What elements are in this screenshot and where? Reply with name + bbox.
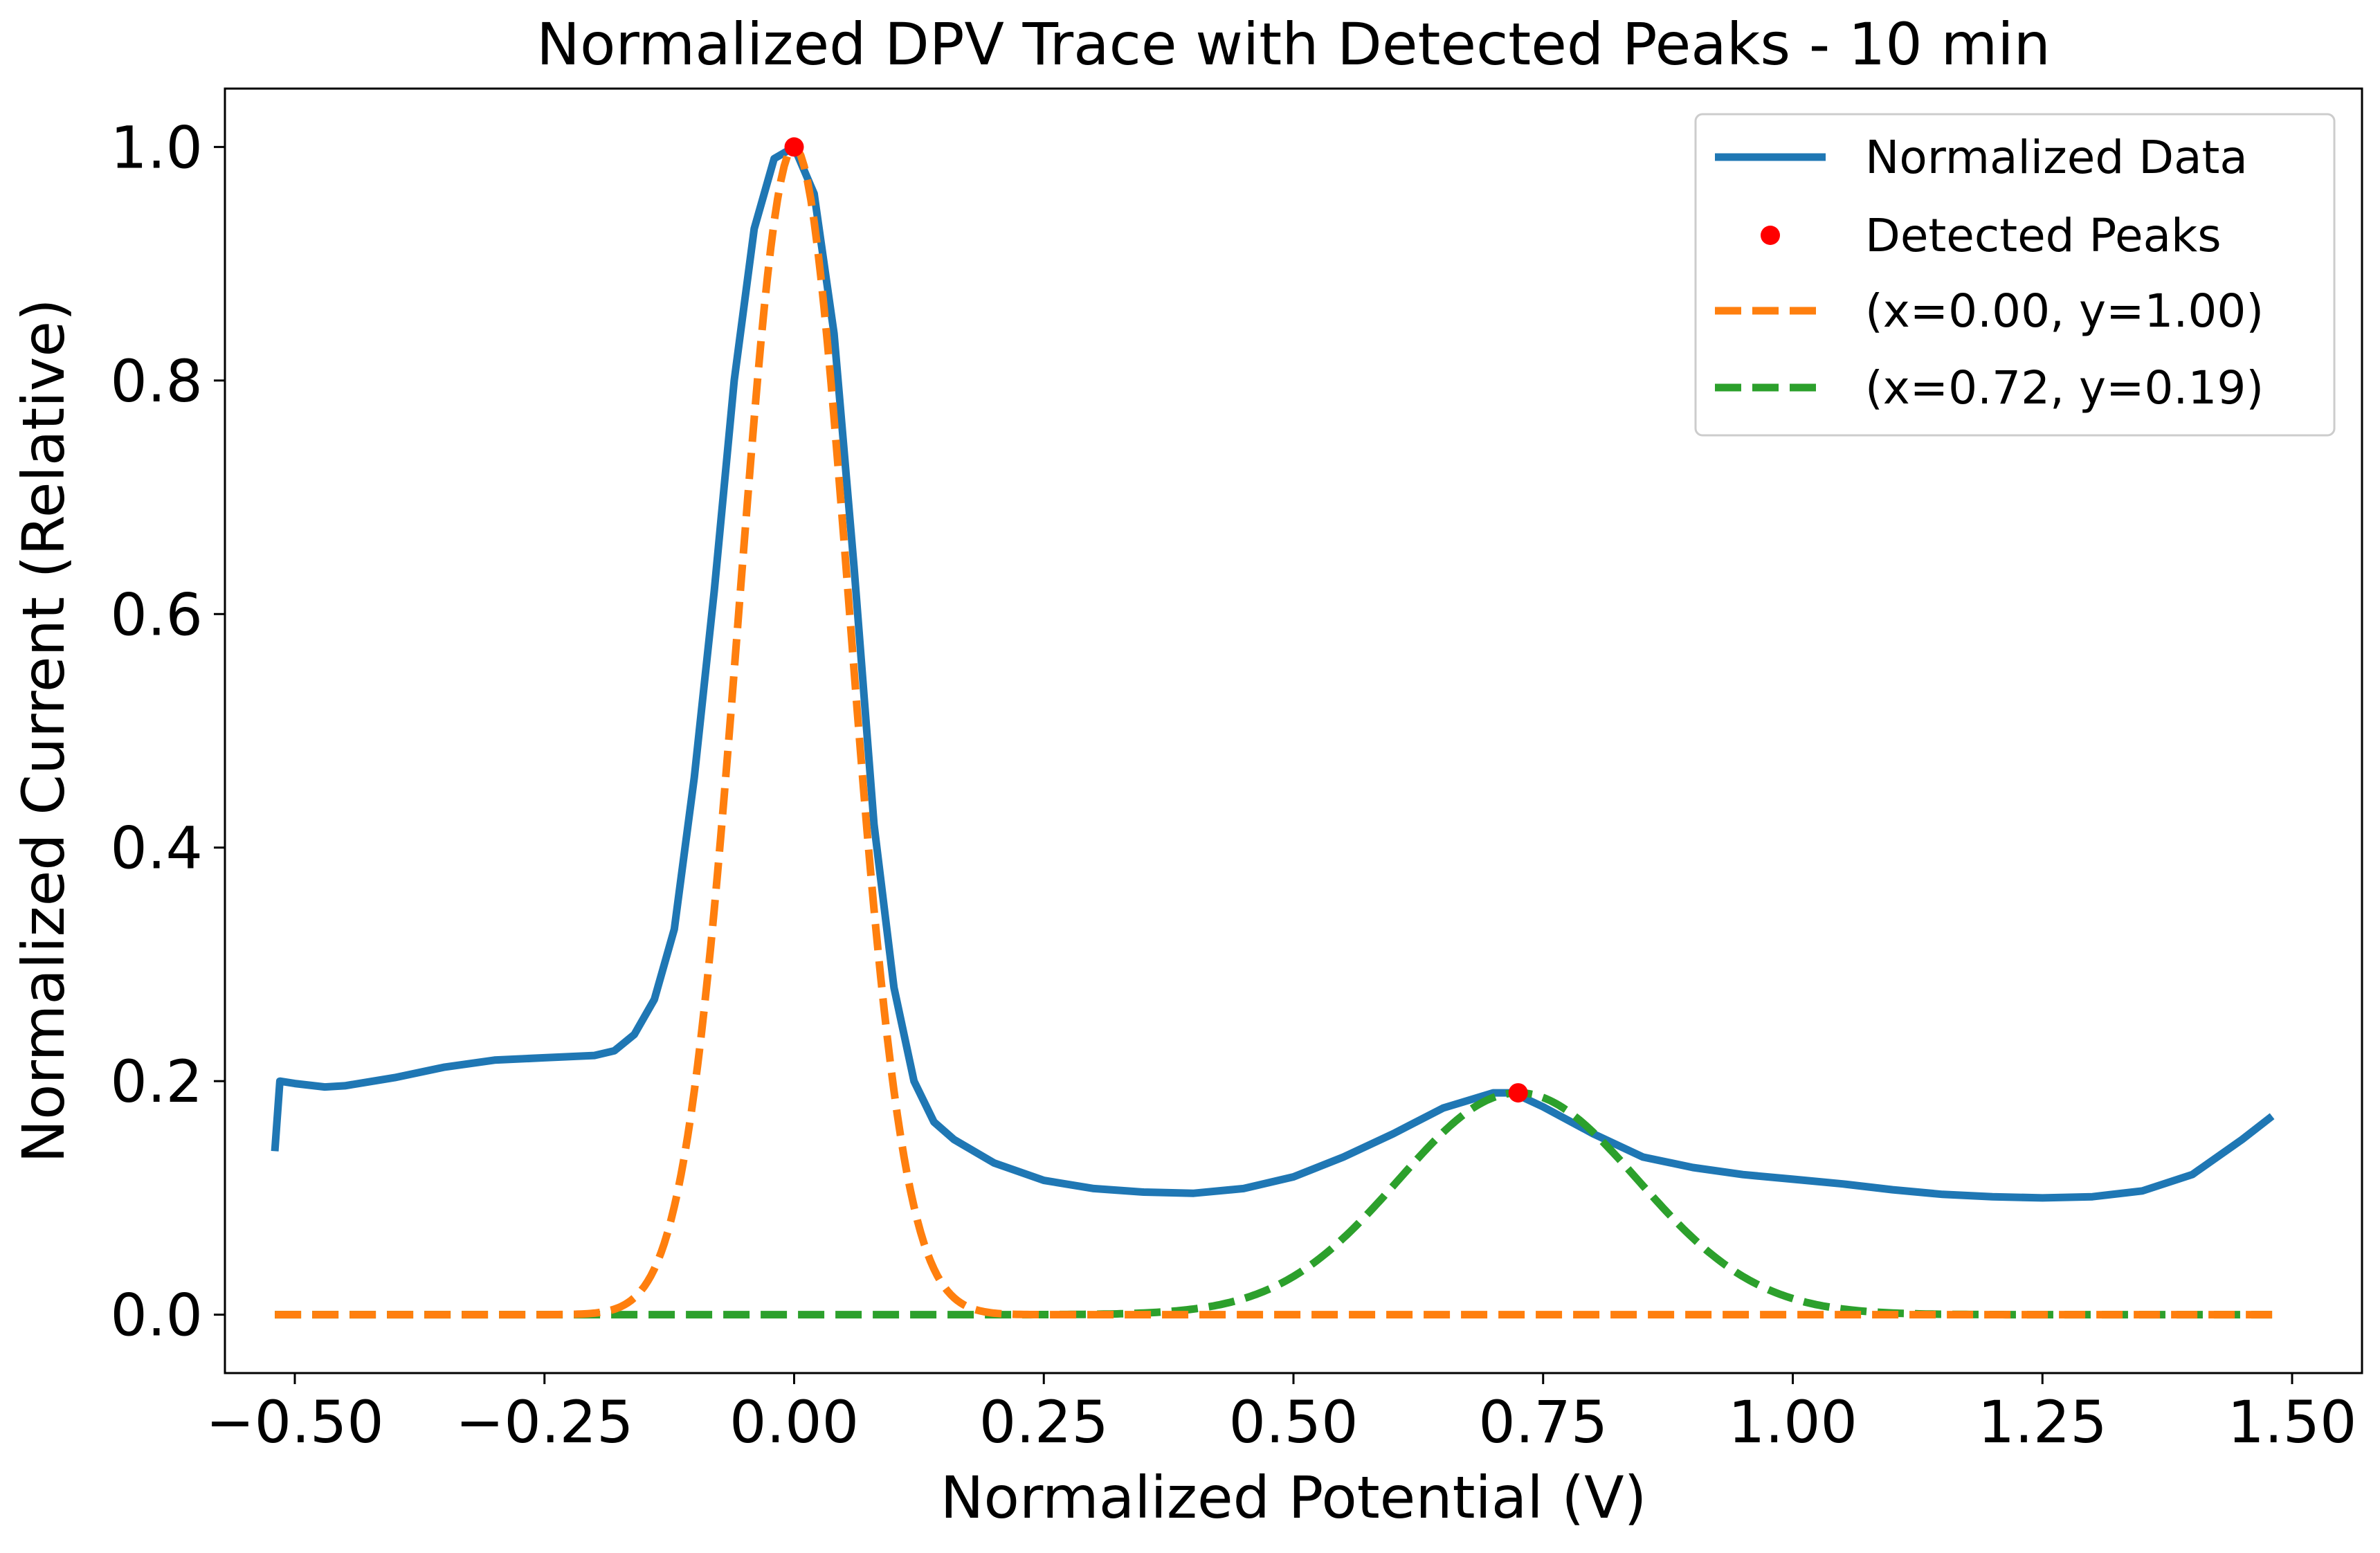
y-tick-label: 1.0 [110, 113, 203, 181]
x-axis-label: Normalized Potential (V) [941, 1464, 1647, 1532]
legend-marker-detected-peaks [1761, 226, 1780, 245]
y-axis-ticks: 0.0 0.2 0.4 0.6 0.8 1.0 [110, 113, 225, 1350]
detected-peak-marker-1 [1508, 1083, 1528, 1103]
x-tick-label: 0.25 [979, 1388, 1109, 1456]
y-tick-label: 0.0 [110, 1282, 203, 1350]
peak-markers [784, 137, 1528, 1103]
x-tick-label: 1.25 [1978, 1388, 2107, 1456]
y-tick-label: 0.2 [110, 1048, 203, 1116]
chart-title: Normalized DPV Trace with Detected Peaks… [536, 10, 2051, 78]
x-tick-label: 1.50 [2227, 1388, 2356, 1456]
legend-label-fit-peak-2: (x=0.72, y=0.19) [1865, 361, 2264, 415]
legend-label-fit-peak-1: (x=0.00, y=1.00) [1865, 284, 2264, 338]
x-tick-label: 1.00 [1728, 1388, 1857, 1456]
legend: Normalized Data Detected Peaks (x=0.00, … [1694, 113, 2336, 437]
plot-lines [271, 143, 2275, 1319]
legend-box [1694, 113, 2336, 437]
detected-peak-marker-0 [784, 137, 804, 157]
x-tick-label: 0.75 [1478, 1388, 1608, 1456]
y-axis-label: Normalized Current (Relative) [10, 298, 78, 1163]
x-tick-label: 0.50 [1228, 1388, 1358, 1456]
x-tick-label: −0.25 [455, 1388, 633, 1456]
x-axis-ticks: −0.50 −0.25 0.00 0.25 0.50 0.75 1.00 1.25 1.50 [206, 1373, 2357, 1456]
legend-label-normalized-data: Normalized Data [1865, 131, 2248, 184]
y-tick-label: 0.4 [110, 815, 203, 882]
legend-label-detected-peaks: Detected Peaks [1865, 209, 2222, 262]
y-tick-label: 0.8 [110, 347, 203, 415]
x-tick-label: 0.00 [729, 1388, 859, 1456]
series-line-0 [271, 143, 2275, 1202]
series-line-2 [274, 1089, 2273, 1319]
x-tick-label: −0.50 [206, 1388, 383, 1456]
y-tick-label: 0.6 [110, 581, 203, 648]
